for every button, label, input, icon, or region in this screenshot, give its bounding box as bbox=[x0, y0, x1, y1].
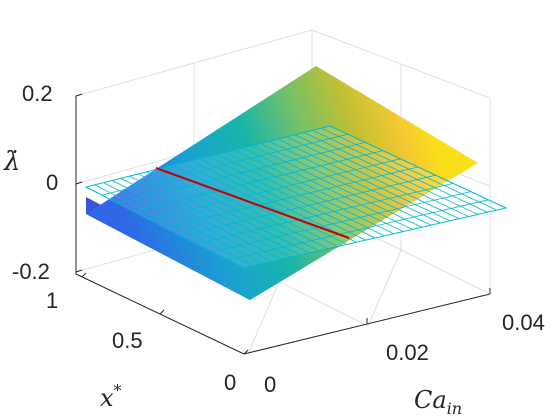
z-tick-label: 0 bbox=[46, 170, 58, 195]
zero-plane-mesh-line bbox=[133, 150, 383, 212]
tick-marks bbox=[75, 93, 491, 355]
zero-plane-mesh-line bbox=[164, 166, 419, 228]
zero-plane-mesh-line bbox=[212, 191, 471, 253]
y-axis-label: x* bbox=[100, 381, 122, 412]
zero-plane-mesh-line bbox=[149, 158, 401, 220]
x-axis-label: Cain bbox=[414, 386, 462, 418]
zero-plane-mesh-line bbox=[117, 142, 366, 204]
x-tick-label: 0.04 bbox=[502, 310, 545, 335]
y-tick-label: 0.5 bbox=[112, 328, 143, 353]
zero-plane-mesh-line bbox=[228, 199, 489, 261]
zero-plane bbox=[84, 125, 508, 269]
y-axis-label-base: x bbox=[100, 384, 114, 412]
x-axis-label-base: Ca bbox=[414, 386, 447, 414]
zero-plane-mesh-line bbox=[101, 133, 348, 196]
z-tick-label: -0.2 bbox=[12, 259, 50, 284]
y-axis-label-sup: * bbox=[114, 381, 122, 400]
y-tick-label: 0 bbox=[224, 370, 236, 395]
x-tick-label: 0 bbox=[264, 372, 276, 397]
x-tick-label: 0.02 bbox=[386, 340, 429, 365]
z-axis-label: λ̇ bbox=[3, 147, 20, 177]
zero-plane-mesh-line bbox=[196, 183, 454, 245]
intersection-line bbox=[155, 167, 350, 239]
z-tick-label: 0.2 bbox=[22, 81, 53, 106]
y-tick-label: 1 bbox=[46, 288, 58, 313]
x-axis-label-sub: in bbox=[447, 399, 462, 418]
zero-plane-mesh-line bbox=[180, 174, 436, 236]
surface-top bbox=[86, 66, 478, 300]
